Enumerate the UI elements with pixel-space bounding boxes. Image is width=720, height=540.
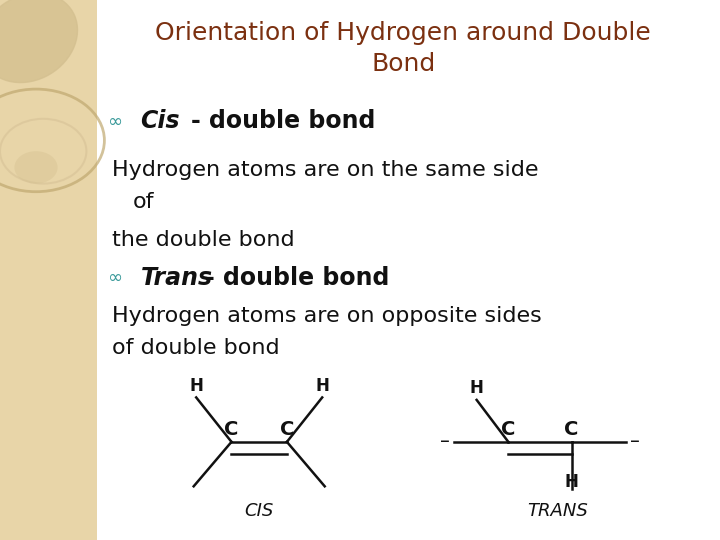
Text: of: of	[133, 192, 155, 213]
Text: ∞: ∞	[107, 112, 122, 131]
Text: CIS: CIS	[245, 502, 274, 520]
Text: the double bond: the double bond	[112, 230, 294, 251]
Text: C: C	[280, 421, 294, 440]
Text: - double bond: - double bond	[191, 110, 375, 133]
Text: H: H	[315, 377, 329, 395]
Text: of double bond: of double bond	[112, 338, 279, 359]
Text: Orientation of Hydrogen around Double
Bond: Orientation of Hydrogen around Double Bo…	[156, 21, 651, 76]
Text: TRANS: TRANS	[527, 502, 588, 520]
Text: Cis: Cis	[140, 110, 180, 133]
Text: C: C	[501, 421, 516, 440]
Bar	[0, 0, 97, 540]
Circle shape	[14, 151, 58, 184]
Text: - double bond: - double bond	[205, 266, 390, 290]
Text: –: –	[440, 433, 450, 451]
Text: H: H	[189, 377, 203, 395]
Text: ∞: ∞	[107, 269, 122, 287]
Text: C: C	[564, 421, 579, 440]
Text: C: C	[225, 421, 238, 440]
Text: –: –	[630, 433, 640, 451]
Text: H: H	[564, 473, 579, 491]
Text: Hydrogen atoms are on the same side: Hydrogen atoms are on the same side	[112, 160, 538, 180]
Text: Trans: Trans	[140, 266, 212, 290]
Text: Hydrogen atoms are on opposite sides: Hydrogen atoms are on opposite sides	[112, 306, 541, 326]
Text: H: H	[469, 380, 484, 397]
Ellipse shape	[0, 0, 78, 83]
